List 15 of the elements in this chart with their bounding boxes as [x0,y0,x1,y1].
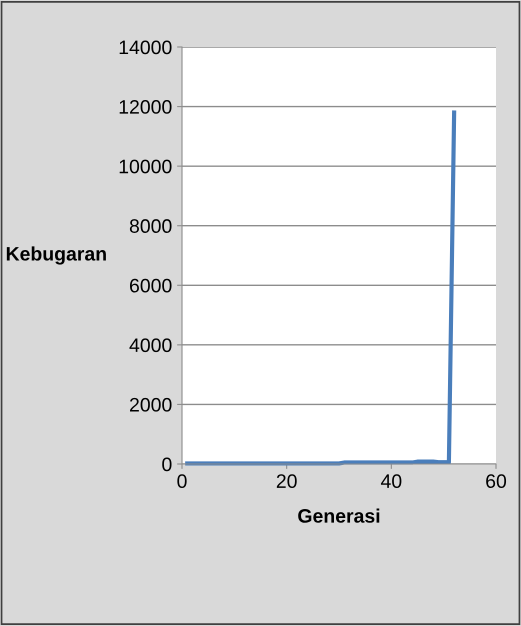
y-tick-label: 8000 [130,219,172,233]
x-axis-title: Generasi [298,508,380,523]
y-tick-label: 6000 [130,278,172,293]
line-series [185,110,456,466]
y-tick-label: 10000 [120,160,172,174]
y-axis-title: Kebugaran [6,246,106,265]
y-tick-label: 12000 [120,100,172,114]
x-tick-label: 60 [486,474,506,488]
x-tick-label: 0 [177,474,187,488]
y-tick-label: 14000 [120,40,172,54]
x-tick-label: 20 [276,474,297,488]
y-tick-label: 2000 [130,398,172,412]
y-tick-label: 0 [162,457,172,472]
y-tick-label: 4000 [129,338,172,352]
x-tick-label: 40 [380,474,402,488]
